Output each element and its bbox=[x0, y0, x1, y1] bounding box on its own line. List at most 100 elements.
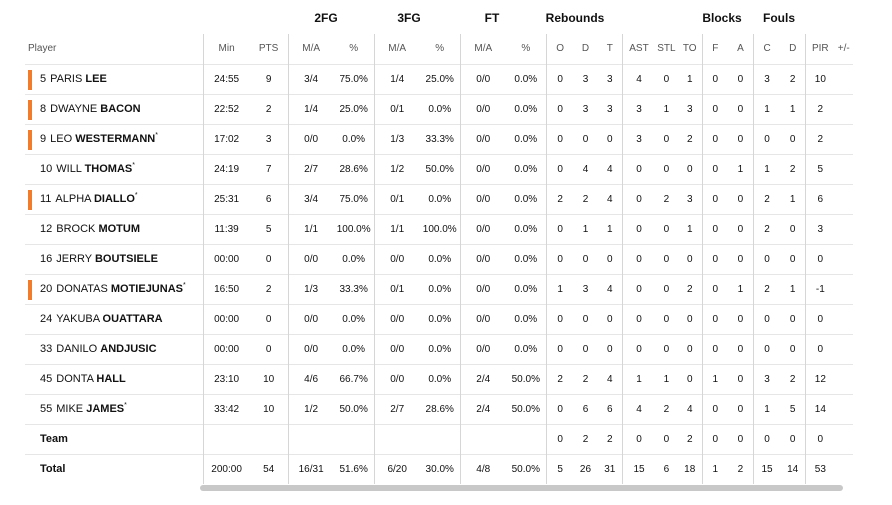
player-name-cell[interactable]: 8 DWAYNE BACON bbox=[25, 93, 204, 124]
col-min: Min bbox=[202, 34, 250, 64]
cell-3fg-pct: 0.0% bbox=[419, 243, 461, 274]
cell-fouls-committed: 3 bbox=[752, 63, 781, 94]
cell-minutes: 33:42 bbox=[202, 393, 250, 424]
cell-ft-pct: 50.0% bbox=[505, 363, 547, 394]
player-row[interactable]: 5 PARIS LEE 24:55 9 3/4 75.0% 1/4 25.0% 0/0 0.0% 0… bbox=[25, 63, 853, 94]
cell-fouls-committed: 2 bbox=[752, 183, 781, 214]
cell-2fg-made-attempted: 16/31 bbox=[287, 453, 334, 484]
cell-total-rebounds: 4 bbox=[597, 363, 623, 394]
total-row: Total 200:00 54 16/31 51.6% 6/20 30.0% 4/8 50.0%… bbox=[25, 453, 853, 484]
cell-def-rebounds: 1 bbox=[573, 213, 598, 244]
group-fouls: Fouls bbox=[763, 11, 795, 25]
player-name-cell[interactable]: 11 ALPHA DIALLO* bbox=[25, 183, 204, 214]
cell-2fg-made-attempted bbox=[287, 423, 334, 454]
cell-pir: 5 bbox=[805, 153, 835, 184]
starter-marker bbox=[28, 69, 32, 90]
cell-steals: 0 bbox=[655, 303, 678, 334]
player-name-cell[interactable]: 9 LEO WESTERMANN* bbox=[25, 123, 204, 154]
cell-fouls-drawn: 0 bbox=[780, 423, 806, 454]
player-first-name: BROCK bbox=[56, 223, 96, 235]
player-row[interactable]: 33 DANILO ANDJUSIC 00:00 0 0/0 0.0% 0/0 0.0% 0/0… bbox=[25, 333, 853, 364]
cell-fouls-drawn: 0 bbox=[780, 213, 806, 244]
cell-assists: 0 bbox=[621, 153, 656, 184]
team-row: Team 0 2 2 0 0 2 0 0 0 0 0 bbox=[25, 423, 853, 454]
cell-total-rebounds: 0 bbox=[597, 303, 623, 334]
cell-pir: 3 bbox=[805, 213, 835, 244]
cell-3fg-made-attempted: 1/3 bbox=[373, 123, 420, 154]
cell-def-rebounds: 0 bbox=[573, 123, 598, 154]
cell-fouls-drawn: 0 bbox=[780, 303, 806, 334]
cell-3fg-pct: 0.0% bbox=[419, 333, 461, 364]
cell-steals: 1 bbox=[655, 93, 678, 124]
cell-assists: 0 bbox=[621, 423, 656, 454]
cell-3fg-pct: 0.0% bbox=[419, 303, 461, 334]
player-last-name: BOUTSIELE bbox=[94, 253, 158, 265]
col-stl: STL bbox=[657, 43, 676, 55]
cell-steals: 0 bbox=[655, 213, 678, 244]
player-row[interactable]: 24 YAKUBA OUATTARA 00:00 0 0/0 0.0% 0/0 0.0% 0/0… bbox=[25, 303, 853, 334]
cell-total-rebounds: 3 bbox=[597, 93, 623, 124]
cell-points bbox=[249, 423, 289, 454]
cell-pir: 0 bbox=[805, 333, 835, 364]
cell-fouls-committed: 1 bbox=[752, 393, 781, 424]
cell-fouls-committed: 0 bbox=[752, 303, 781, 334]
player-row[interactable]: 12 BROCK MOTUM 11:39 5 1/1 100.0% 1/1 100.0% 0/0… bbox=[25, 213, 853, 244]
player-name-cell[interactable]: 45 DONTA HALL bbox=[25, 363, 204, 394]
cell-fouls-drawn: 5 bbox=[780, 393, 806, 424]
player-row[interactable]: 55 MIKE JAMES* 33:42 10 1/2 50.0% 2/7 28.6% 2/4 5… bbox=[25, 393, 853, 424]
player-name-cell[interactable]: 16 JERRY BOUTSIELE bbox=[25, 243, 204, 274]
cell-off-rebounds: 0 bbox=[546, 243, 574, 274]
cell-3fg-pct: 25.0% bbox=[419, 63, 461, 94]
cell-ft-pct: 0.0% bbox=[505, 183, 547, 214]
total-row-label: Total bbox=[25, 453, 204, 484]
cell-fouls-committed: 1 bbox=[752, 153, 781, 184]
group-rebounds: Rebounds bbox=[545, 11, 605, 25]
horizontal-scrollbar[interactable] bbox=[200, 485, 843, 491]
player-row[interactable]: 45 DONTA HALL 23:10 10 4/6 66.7% 0/0 0.0% 2/4 50.… bbox=[25, 363, 853, 394]
cell-turnovers: 0 bbox=[677, 333, 703, 364]
cell-def-rebounds: 0 bbox=[573, 333, 598, 364]
col-blk-a: A bbox=[737, 43, 744, 55]
player-row[interactable]: 16 JERRY BOUTSIELE 00:00 0 0/0 0.0% 0/0 0.0% 0/0… bbox=[25, 243, 853, 274]
cell-2fg-pct: 75.0% bbox=[333, 63, 375, 94]
cell-fouls-committed: 2 bbox=[752, 213, 781, 244]
player-row[interactable]: 11 ALPHA DIALLO* 25:31 6 3/4 75.0% 0/1 0.0% 0/0 0… bbox=[25, 183, 853, 214]
player-row[interactable]: 9 LEO WESTERMANN* 17:02 3 0/0 0.0% 1/3 33.3% 0/0… bbox=[25, 123, 853, 154]
cell-minutes: 00:00 bbox=[202, 243, 250, 274]
cell-assists: 3 bbox=[621, 93, 656, 124]
cell-steals: 2 bbox=[655, 183, 678, 214]
player-name-cell[interactable]: 12 BROCK MOTUM bbox=[25, 213, 204, 244]
cell-fouls-drawn: 14 bbox=[780, 453, 806, 484]
player-name-cell[interactable]: 33 DANILO ANDJUSIC bbox=[25, 333, 204, 364]
cell-fouls-committed: 0 bbox=[752, 423, 781, 454]
cell-pir: -1 bbox=[805, 273, 835, 304]
player-row[interactable]: 8 DWAYNE BACON 22:52 2 1/4 25.0% 0/1 0.0% 0/0 0.0… bbox=[25, 93, 853, 124]
cell-minutes: 17:02 bbox=[202, 123, 250, 154]
cell-fouls-committed: 0 bbox=[752, 333, 781, 364]
cell-ft-made-attempted bbox=[459, 423, 506, 454]
cell-2fg-pct: 0.0% bbox=[333, 123, 375, 154]
player-row[interactable]: 10 WILL THOMAS* 24:19 7 2/7 28.6% 1/2 50.0% 0/0 0… bbox=[25, 153, 853, 184]
player-first-name: WILL bbox=[56, 163, 82, 175]
player-name-cell[interactable]: 24 YAKUBA OUATTARA bbox=[25, 303, 204, 334]
player-name-cell[interactable]: 20 DONATAS MOTIEJUNAS* bbox=[25, 273, 204, 304]
col-reb-t: T bbox=[606, 43, 613, 55]
cell-def-rebounds: 6 bbox=[573, 393, 598, 424]
cell-fouls-drawn: 2 bbox=[780, 153, 806, 184]
player-star-marker: * bbox=[155, 132, 158, 139]
starter-marker bbox=[28, 129, 32, 150]
cell-fouls-drawn: 1 bbox=[780, 273, 806, 304]
player-number: 33 bbox=[40, 343, 53, 355]
player-last-name: BACON bbox=[100, 103, 141, 115]
cell-blocks-against: 0 bbox=[727, 363, 754, 394]
player-row[interactable]: 20 DONATAS MOTIEJUNAS* 16:50 2 1/3 33.3% 0/1 0.… bbox=[25, 273, 853, 304]
player-name-cell[interactable]: 5 PARIS LEE bbox=[25, 63, 204, 94]
cell-3fg-pct: 0.0% bbox=[419, 363, 461, 394]
player-last-name: JAMES bbox=[86, 403, 125, 415]
player-name-cell[interactable]: 10 WILL THOMAS* bbox=[25, 153, 204, 184]
player-name-cell[interactable]: 55 MIKE JAMES* bbox=[25, 393, 204, 424]
cell-assists: 0 bbox=[621, 183, 656, 214]
player-star-marker: * bbox=[132, 162, 135, 169]
cell-blocks-for: 0 bbox=[701, 333, 728, 364]
cell-blocks-against: 0 bbox=[727, 213, 754, 244]
